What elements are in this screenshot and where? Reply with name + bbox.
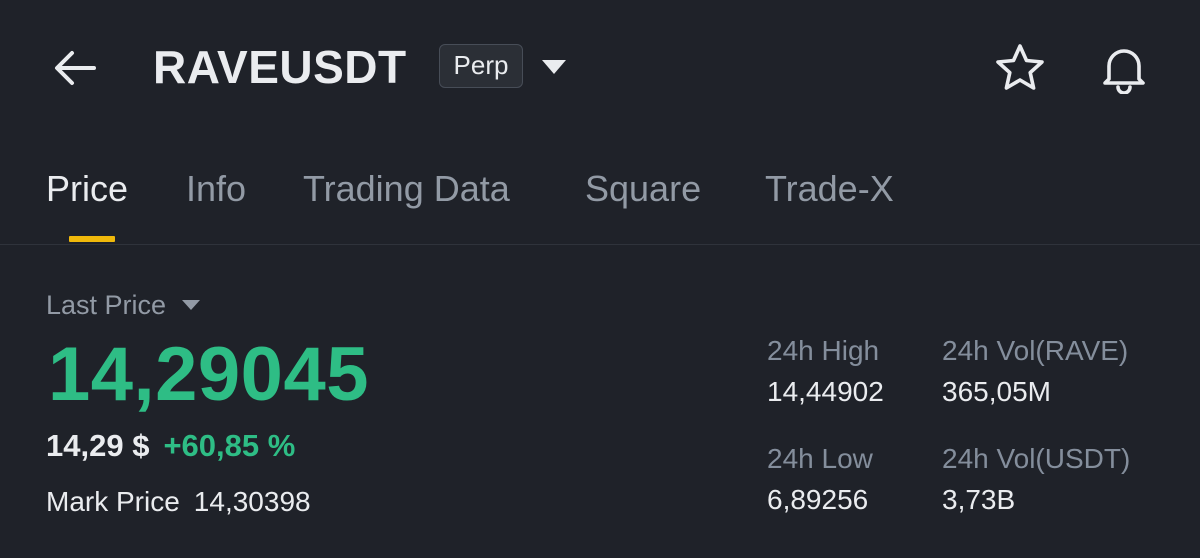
stat-24h-vol-quote: 24h Vol(USDT) 3,73B: [942, 441, 1130, 519]
tab-trade-x[interactable]: Trade-X: [765, 168, 894, 209]
back-arrow-icon: [55, 51, 96, 85]
price-change-percent: +60,85 %: [163, 428, 296, 463]
symbol-dropdown-button[interactable]: [536, 52, 572, 82]
bell-icon: [1103, 49, 1145, 94]
tab-bar: Price Info Trading Data Square Trade-X: [0, 160, 1200, 245]
favorite-button[interactable]: [990, 38, 1050, 98]
stat-value: 365,05M: [942, 376, 1051, 407]
stat-label: 24h High: [767, 335, 880, 366]
stat-label: 24h Vol(RAVE): [942, 335, 1129, 366]
header-bar: RAVEUSDT Perp: [0, 0, 1200, 135]
back-button[interactable]: [44, 40, 104, 96]
stat-value: 6,89256: [767, 484, 869, 515]
stat-24h-vol-base: 24h Vol(RAVE) 365,05M: [942, 333, 1128, 411]
last-price-label: Last Price: [46, 290, 167, 320]
stat-24h-low: 24h Low 6,89256: [767, 441, 873, 519]
stat-value: 14,44902: [767, 376, 884, 407]
tab-info[interactable]: Info: [186, 168, 247, 209]
perp-badge: Perp: [439, 44, 523, 88]
stat-label: 24h Low: [767, 443, 873, 474]
active-tab-indicator: [69, 236, 115, 242]
tab-square[interactable]: Square: [585, 168, 702, 209]
usd-price: 14,29 $: [46, 428, 150, 463]
stat-value: 3,73B: [942, 484, 1016, 515]
star-icon: [996, 44, 1044, 90]
last-price-selector[interactable]: Last Price: [46, 288, 201, 322]
price-summary: 14,29 $ +60,85 %: [46, 426, 295, 466]
caret-down-icon: [542, 60, 566, 74]
mark-price-value: 14,30398: [193, 486, 311, 517]
mark-price-label: Mark Price: [46, 486, 180, 517]
tab-price[interactable]: Price: [46, 168, 129, 209]
symbol-title[interactable]: RAVEUSDT: [153, 41, 407, 93]
last-price-value: 14,29045: [48, 332, 369, 417]
stat-label: 24h Vol(USDT): [942, 443, 1131, 474]
alert-button[interactable]: [1094, 38, 1154, 98]
tab-trading-data[interactable]: Trading Data: [303, 168, 510, 209]
stat-24h-high: 24h High 14,44902: [767, 333, 884, 411]
mark-price-row: Mark Price 14,30398: [46, 484, 311, 520]
caret-down-icon: [182, 300, 201, 310]
